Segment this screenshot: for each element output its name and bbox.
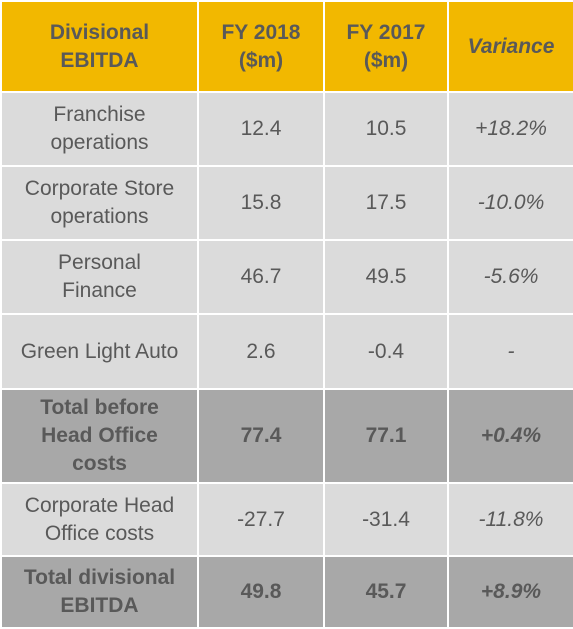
cell-variance: +18.2% [447,91,573,167]
row-label: Total before Head Office costs [0,388,199,484]
row-label-line1: Total divisional [23,566,176,589]
table-row-franchise-operations: Franchise operations 12.4 10.5 +18.2% [0,91,573,167]
row-label: Corporate Store operations [0,165,199,241]
cell-variance: -5.6% [447,239,573,315]
row-label-line2: Head Office [41,424,158,447]
header-fy2018-line1: FY 2018 [221,20,301,44]
header-variance: Variance [447,0,573,93]
row-label-line2: operations [50,131,149,154]
cell-variance: -11.8% [447,482,573,557]
cell-fy2018: 46.7 [197,239,325,315]
cell-fy2017: 10.5 [323,91,449,167]
row-label: Franchise operations [0,91,199,167]
cell-fy2017: 49.5 [323,239,449,315]
header-fy2018-line2: ($m) [238,48,284,72]
cell-variance: -10.0% [447,165,573,241]
row-label-line1: Corporate Head [24,493,175,517]
cell-fy2017: 77.1 [323,388,449,484]
row-label: Personal Finance [0,239,199,315]
row-label: Green Light Auto [0,313,199,390]
row-label: Corporate Head Office costs [0,482,199,557]
row-label-line2: Finance [62,279,137,302]
row-label-line1: Personal [58,251,141,274]
table-row-total-before-head-office-costs: Total before Head Office costs 77.4 77.1… [0,388,573,484]
cell-fy2017: 45.7 [323,555,449,629]
cell-fy2018: 77.4 [197,388,325,484]
header-fy2018: FY 2018 ($m) [197,0,325,93]
row-label-line1: Green Light Auto [20,339,179,363]
table-row-personal-finance: Personal Finance 46.7 49.5 -5.6% [0,239,573,315]
row-label-line1: Franchise [53,103,146,126]
header-label-line2: EBITDA [60,48,139,72]
cell-variance: +8.9% [447,555,573,629]
table-row-total-divisional-ebitda: Total divisional EBITDA 49.8 45.7 +8.9% [0,555,573,629]
table-header: Divisional EBITDA FY 2018 ($m) FY 2017 (… [0,0,573,93]
cell-fy2018: 2.6 [197,313,325,390]
header-fy2017-line1: FY 2017 [346,20,426,44]
cell-fy2017: 17.5 [323,165,449,241]
table-body: Franchise operations 12.4 10.5 +18.2% Co… [0,91,573,629]
header-variance-label: Variance [467,34,555,58]
cell-fy2018: -27.7 [197,482,325,557]
table-row-green-light-auto: Green Light Auto 2.6 -0.4 - [0,313,573,390]
row-label-line2: Office costs [44,521,155,545]
header-row: Divisional EBITDA FY 2018 ($m) FY 2017 (… [0,0,573,93]
cell-fy2017: -31.4 [323,482,449,557]
header-divisional-ebitda: Divisional EBITDA [0,0,199,93]
row-label: Total divisional EBITDA [0,555,199,629]
cell-fy2018: 12.4 [197,91,325,167]
cell-variance: - [447,313,573,390]
cell-fy2017: -0.4 [323,313,449,390]
header-fy2017: FY 2017 ($m) [323,0,449,93]
row-label-line2: EBITDA [60,594,139,617]
table-row-corporate-store-operations: Corporate Store operations 15.8 17.5 -10… [0,165,573,241]
row-label-line3: costs [72,452,127,475]
cell-variance: +0.4% [447,388,573,484]
row-label-line1: Corporate Store [24,177,175,200]
row-label-line1: Total before [40,396,159,419]
cell-fy2018: 49.8 [197,555,325,629]
row-label-line2: operations [50,205,149,228]
header-label-line1: Divisional [49,20,150,44]
table-row-corporate-head-office-costs: Corporate Head Office costs -27.7 -31.4 … [0,482,573,557]
header-fy2017-line2: ($m) [363,48,409,72]
cell-fy2018: 15.8 [197,165,325,241]
